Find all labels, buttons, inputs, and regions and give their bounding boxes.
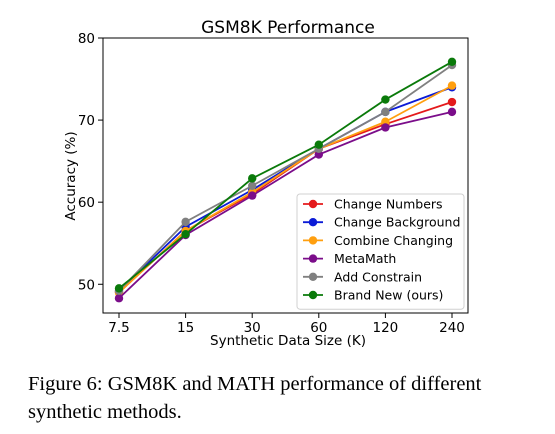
legend-label: Add Constrain xyxy=(334,269,422,284)
data-point-change-numbers xyxy=(447,97,457,107)
data-point-metamath xyxy=(447,107,457,117)
data-point-metamath xyxy=(114,294,124,303)
data-point-add-constrain xyxy=(181,217,190,227)
legend-label: Brand New (ours) xyxy=(334,288,443,303)
data-point-brand-new-ours xyxy=(114,284,124,293)
gsm8k-line-chart: GSM8K Performance Accuracy (%) Synthetic… xyxy=(63,18,469,349)
x-axis-label: Synthetic Data Size (K) xyxy=(210,333,366,349)
data-point-brand-new-ours xyxy=(181,229,190,239)
chart-title: GSM8K Performance xyxy=(201,18,375,38)
data-point-brand-new-ours xyxy=(447,57,457,67)
y-axis-label: Accuracy (%) xyxy=(63,131,79,220)
legend-marker xyxy=(308,272,318,281)
legend-marker xyxy=(308,236,318,245)
legend-label: Change Background xyxy=(334,215,460,230)
figure-caption: Figure 6: GSM8K and MATH performance of … xyxy=(28,373,482,423)
data-point-brand-new-ours xyxy=(381,95,390,104)
y-tick-label: 70 xyxy=(78,113,95,129)
series-line-metamath xyxy=(118,111,453,299)
x-tick-label: 15 xyxy=(177,320,194,336)
x-tick-label: 30 xyxy=(244,320,261,336)
data-point-combine-changing xyxy=(447,81,457,90)
series-line-change-background xyxy=(118,86,453,292)
plot-frame xyxy=(102,37,469,314)
data-point-add-constrain xyxy=(381,107,390,117)
legend-marker xyxy=(308,199,318,209)
data-point-brand-new-ours xyxy=(248,174,257,183)
x-tick-label: 7.5 xyxy=(108,320,129,336)
legend-marker xyxy=(308,254,318,263)
y-tick-label: 60 xyxy=(78,195,95,211)
legend: Change Numbers Change Background Combine C… xyxy=(296,193,465,310)
y-tick-label: 50 xyxy=(78,277,95,293)
series-lines xyxy=(114,57,457,303)
chart-area: GSM8K Performance Accuracy (%) Synthetic… xyxy=(63,18,469,349)
legend-marker xyxy=(308,218,318,227)
data-point-metamath xyxy=(381,123,390,132)
series-line-add-constrain xyxy=(118,64,453,292)
x-tick-label: 60 xyxy=(310,320,327,336)
x-tick-label: 120 xyxy=(373,320,399,336)
data-point-combine-changing xyxy=(381,117,390,126)
data-point-metamath xyxy=(314,150,323,159)
x-tick-label: 240 xyxy=(439,320,465,336)
data-point-metamath xyxy=(248,191,257,200)
legend-marker xyxy=(308,290,318,300)
series-line-brand-new-ours xyxy=(118,61,453,290)
data-point-add-constrain xyxy=(248,181,257,190)
legend-label: MetaMath xyxy=(334,251,396,266)
y-tick-label: 80 xyxy=(78,31,95,47)
legend-label: Combine Changing xyxy=(334,233,453,248)
x-ticks: 7.5 15 30 60 120 240 xyxy=(108,313,465,336)
legend-box xyxy=(296,193,465,310)
y-ticks: 50 60 70 80 xyxy=(78,31,103,293)
series-line-combine-changing xyxy=(118,84,453,294)
data-point-brand-new-ours xyxy=(314,140,323,149)
legend-label: Change Numbers xyxy=(334,197,443,212)
